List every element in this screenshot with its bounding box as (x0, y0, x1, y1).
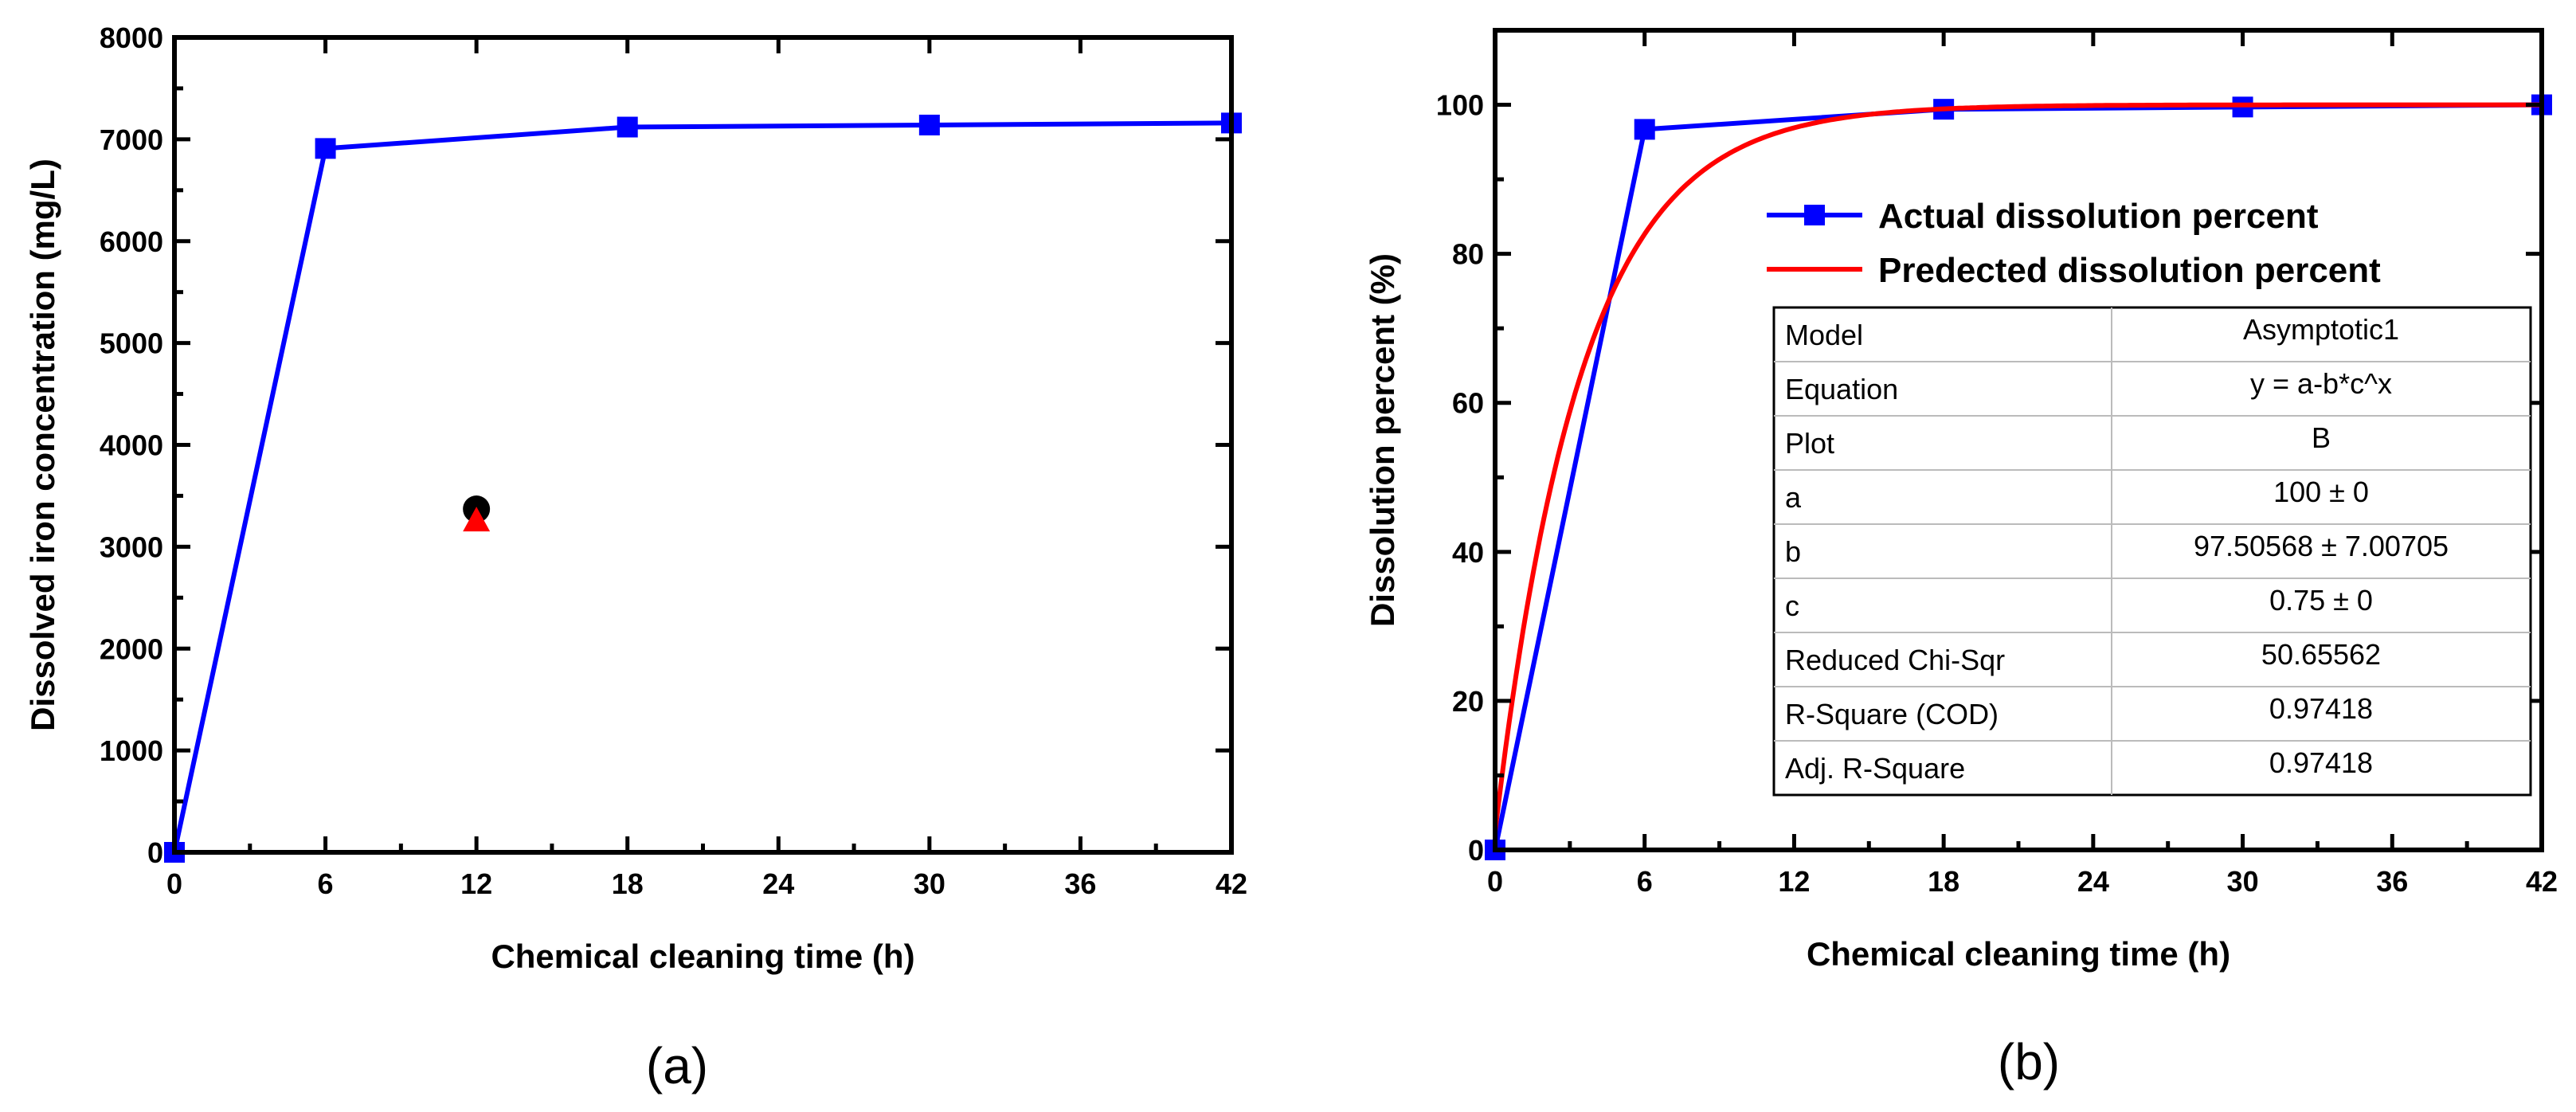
panel-a-x-tick-label: 24 (762, 867, 794, 900)
panel-b-x-tick-label: 30 (2227, 865, 2259, 898)
panel-a-x-tick-label: 42 (1216, 867, 1247, 900)
panel-a-y-tick-label: 3000 (100, 531, 163, 563)
panel-b-x-tick-label: 24 (2077, 865, 2109, 898)
panel-a-y-tick-label: 7000 (100, 123, 163, 156)
panel-a-x-tick-label: 12 (460, 867, 492, 900)
panel-a-y-tick-label: 0 (147, 836, 163, 869)
panel-b-y-tick-label: 60 (1452, 387, 1484, 420)
panel-a-x-tick-label: 6 (318, 867, 334, 900)
panel-b-y-tick-label: 0 (1468, 834, 1484, 867)
panel-a-series-0 (164, 112, 1242, 863)
panel-a-x-axis-title: Chemical cleaning time (h) (491, 938, 914, 975)
panel-a-series-2-point (463, 507, 491, 532)
fit-table-param: R-Square (COD) (1785, 698, 1999, 730)
panel-b-x-tick-label: 42 (2526, 865, 2558, 898)
panel-a-y-tick-label: 8000 (100, 22, 163, 54)
chart-panel-a: 0 6 12 18 24 30 36 42 0 1000 2000 3000 4000 5000 6000 7… (24, 22, 1247, 1094)
panel-b-y-tick-label: 40 (1452, 536, 1484, 569)
panel-b-x-tick-label: 0 (1487, 865, 1503, 898)
fit-table-value: 0.97418 (2269, 746, 2373, 779)
panel-a-plot-frame (172, 35, 1234, 855)
panel-b-y-tick-label: 80 (1452, 238, 1484, 271)
panel-a-x-tick-label: 36 (1064, 867, 1096, 900)
panel-b-series-1-line (1493, 102, 2542, 832)
fit-table-value: B (2312, 421, 2331, 454)
panel-a-series-0-line (172, 120, 1232, 853)
panel-a-panel-label: (a) (646, 1037, 708, 1094)
legend-label-predicted: Predected dissolution percent (1878, 251, 2381, 290)
panel-a-y-tick-label: 1000 (100, 734, 163, 767)
chart-panel-b: 0 6 12 18 24 30 36 42 0 20 40 60 80 100 Chemical clean… (1364, 28, 2558, 1090)
panel-a-x-tick-label: 18 (612, 867, 644, 900)
panel-b-series-1 (1493, 102, 2542, 832)
panel-a-series-0-point (617, 116, 638, 138)
panel-b-legend: Actual dissolution percent Predected diss… (1767, 197, 2381, 290)
fit-table-value: 100 ± 0 (2273, 476, 2369, 508)
panel-a-x-tick-label: 0 (166, 867, 182, 900)
fit-table-value: Asymptotic1 (2243, 313, 2399, 346)
panel-b-y-axis-title: Dissolution percent (%) (1364, 253, 1401, 627)
fit-table-param: Equation (1785, 373, 1898, 405)
panel-a-y-tick-label: 6000 (100, 225, 163, 258)
fit-table-border (1772, 306, 2532, 797)
panel-a-series-0-point (315, 138, 336, 159)
fit-table-value: y = a-b*c^x (2250, 367, 2392, 400)
legend-label-actual: Actual dissolution percent (1878, 197, 2319, 236)
panel-b-x-tick-label: 12 (1778, 865, 1810, 898)
fit-table-value: 0.97418 (2269, 692, 2373, 725)
panel-b-panel-label: (b) (1998, 1033, 2060, 1090)
panel-b-y-tick-label: 100 (1436, 89, 1484, 122)
panel-a-series-0-point (918, 114, 940, 135)
fit-table-param: c (1785, 589, 1799, 622)
fit-table-value: 0.75 ± 0 (2269, 584, 2373, 617)
panel-b-x-tick-label: 6 (1637, 865, 1653, 898)
panel-a-y-axis-title: Dissolved iron concentration (mg/L) (24, 159, 61, 731)
fit-table-param: a (1785, 481, 1802, 514)
fit-table-param: b (1785, 535, 1801, 568)
panel-b-y-tick-label: 20 (1452, 685, 1484, 718)
fit-table-param: Model (1785, 319, 1863, 351)
fit-table-value: 50.65562 (2261, 638, 2381, 671)
panel-a-y-tick-label: 4000 (100, 429, 163, 462)
panel-a-x-tick-label: 30 (914, 867, 945, 900)
panel-b-x-tick-label: 18 (1928, 865, 1959, 898)
panel-b-x-axis-title: Chemical cleaning time (h) (1807, 935, 2230, 973)
legend-marker-actual (1804, 205, 1825, 225)
panel-b-x-tick-label: 36 (2376, 865, 2408, 898)
fit-table-param: Plot (1785, 427, 1834, 460)
panel-a-series-2 (463, 507, 491, 532)
panel-a-y-tick-label: 2000 (100, 632, 163, 665)
fit-table-param: Reduced Chi-Sqr (1785, 644, 2005, 676)
panel-b-series-0-point (1634, 119, 1655, 140)
fit-table-param: Adj. R-Square (1785, 752, 1965, 785)
panel-a-y-tick-label: 5000 (100, 327, 163, 360)
fit-results-table: Model Asymptotic1 Equation y = a-b*c^x Plot B… (1772, 306, 2532, 797)
fit-table-value: 97.50568 ± 7.00705 (2194, 530, 2449, 562)
